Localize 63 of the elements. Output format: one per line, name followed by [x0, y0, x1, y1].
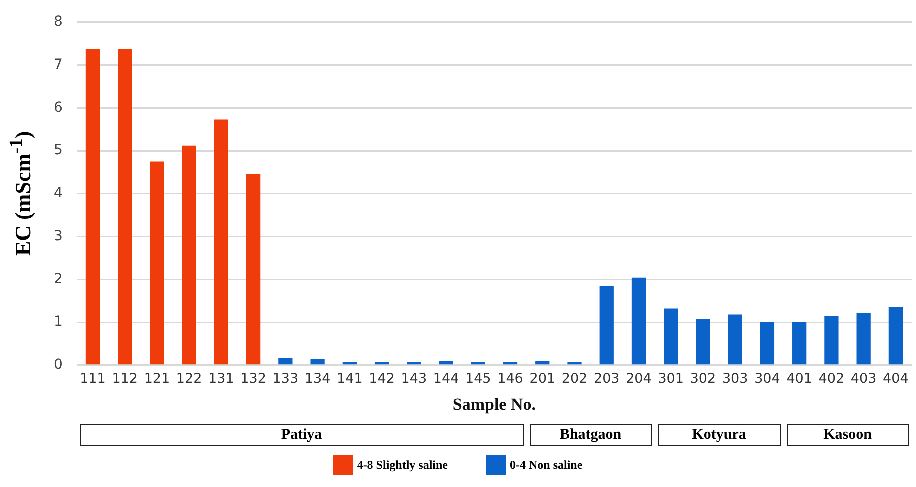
y-tick-label: 4 [54, 186, 63, 202]
y-tick-label: 6 [54, 100, 63, 116]
legend-label: 0-4 Non saline [510, 458, 583, 472]
bar [439, 362, 454, 365]
text: Kotyura [658, 424, 781, 446]
bar [86, 48, 100, 365]
x-tick-label: 203 [594, 371, 620, 387]
bar [246, 174, 261, 365]
text: Bhatgaon [530, 424, 652, 446]
x-axis-title: Sample No. [452, 395, 536, 414]
x-tick-label: 112 [112, 371, 138, 387]
x-tick-label: 404 [883, 371, 909, 387]
x-tick-label: 304 [754, 371, 780, 387]
bar [214, 120, 229, 365]
bar [568, 362, 582, 365]
x-tick-label: 302 [690, 371, 716, 387]
x-tick-label: 145 [466, 371, 492, 387]
x-tick-label: 134 [304, 371, 331, 387]
bar [600, 286, 614, 365]
x-tick-label: 132 [240, 371, 266, 387]
bar [728, 314, 742, 365]
bar [824, 316, 839, 365]
y-tick-label: 1 [54, 314, 63, 330]
bar [118, 48, 132, 365]
bar [696, 320, 710, 365]
x-tick-label: 141 [337, 371, 363, 387]
x-tick-label: 303 [722, 371, 748, 387]
x-tick-label: 122 [176, 371, 202, 387]
legend-label: 4-8 Slightly saline [357, 458, 448, 472]
bar [856, 314, 871, 365]
bar [760, 322, 775, 365]
x-tick-label: 144 [433, 371, 460, 387]
x-tick-label: 133 [272, 371, 299, 387]
text: Kasoon [786, 424, 909, 446]
bar [278, 358, 293, 365]
x-tick-label: 111 [80, 371, 106, 387]
bar [632, 278, 646, 365]
bar [150, 162, 164, 365]
x-tick-label: 121 [144, 371, 170, 387]
text: Patiya [80, 424, 524, 446]
x-tick-label: 201 [530, 371, 556, 387]
x-tick-label: 401 [786, 371, 812, 387]
x-tick-label: 146 [498, 371, 524, 387]
bar [664, 308, 678, 365]
y-tick-label: 5 [54, 142, 63, 159]
y-tick-label: 7 [54, 56, 63, 73]
x-tick-label: 204 [626, 371, 652, 387]
x-tick-label: 202 [562, 371, 588, 387]
y-tick-label: 8 [54, 14, 63, 30]
y-tick-label: 2 [54, 271, 63, 288]
y-tick-label: 3 [54, 228, 63, 244]
bar [888, 308, 904, 365]
x-tick-label: 301 [658, 371, 684, 387]
bar [182, 146, 196, 365]
bar [536, 362, 550, 365]
x-tick-label: 143 [401, 371, 428, 387]
x-tick-label: 142 [369, 371, 395, 387]
bar [792, 322, 807, 365]
x-tick-label: 402 [818, 371, 845, 387]
bar [310, 358, 325, 365]
x-tick-label: 131 [208, 371, 234, 387]
x-tick-label: 403 [850, 371, 877, 387]
y-tick-label: 0 [54, 357, 63, 374]
